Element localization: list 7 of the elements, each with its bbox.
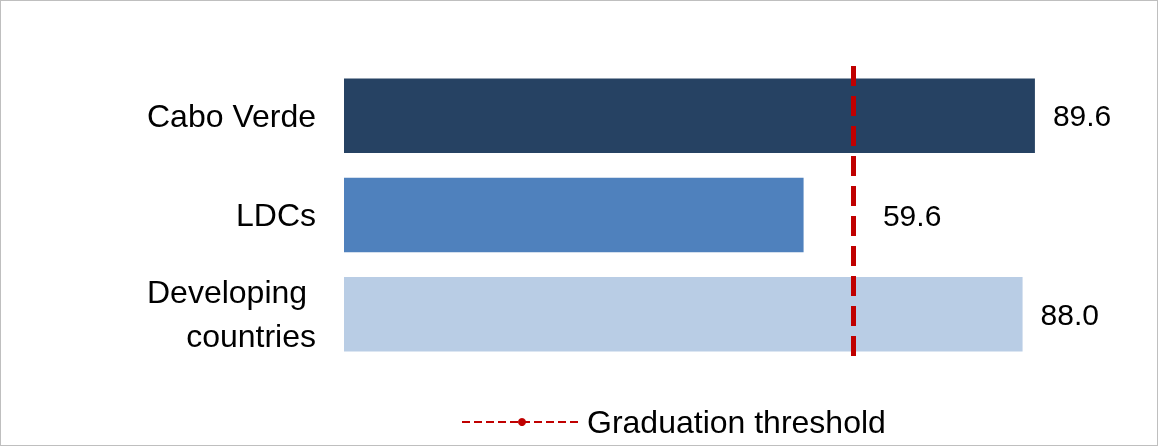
y-tick-label: Cabo Verde [146,97,316,134]
data-label: 88.0 [1040,297,1099,331]
legend-label: Graduation threshold [587,404,886,440]
y-tick-label: LDCs [235,197,316,233]
y-tick-label: Developing countries [147,274,316,355]
data-label: 59.6 [882,198,942,232]
data-label: 89.6 [1052,99,1112,133]
